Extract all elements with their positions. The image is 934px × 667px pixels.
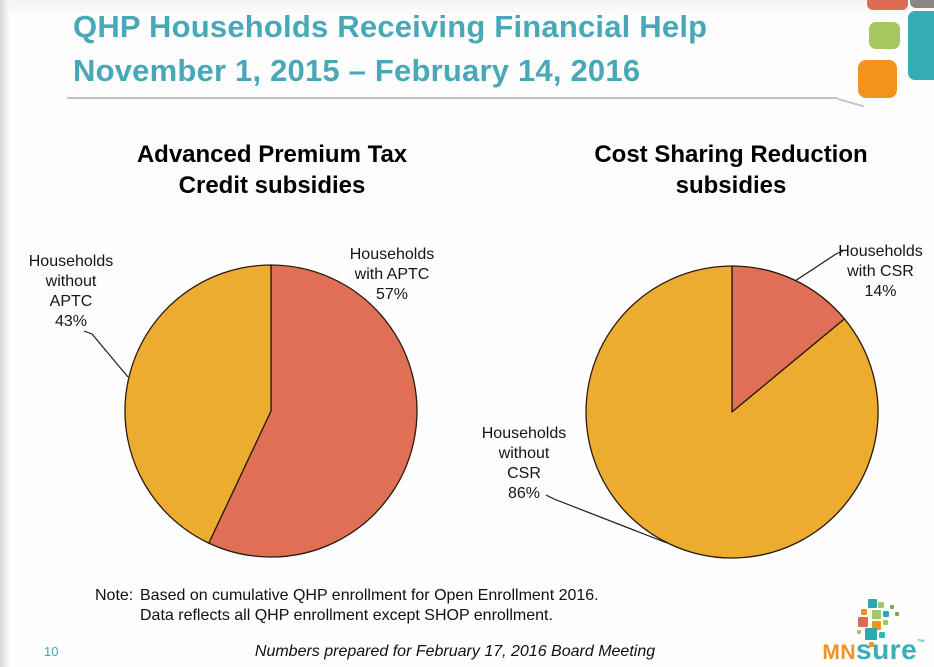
mnsure-logo-square [865,628,877,640]
mnsure-logo-square [861,609,867,615]
callout-leader-line-0 [83,330,129,378]
title-divider [67,97,838,99]
pie-callout-with-csr: Households with CSR 14% [838,243,923,300]
mnsure-logo-square [879,632,885,638]
chart-title-csr: Cost Sharing Reduction subsidies [594,141,868,199]
deco-square-green [869,22,900,49]
mnsure-logo-square [878,602,884,608]
note-block: Note: Based on cumulative QHP enrollment… [95,586,599,626]
pie-callout-with-aptc: Households with APTC 57% [349,246,435,303]
mnsure-logo-square [890,605,894,609]
mnsure-logo-mn: MN [822,641,856,664]
mnsure-logo-square [868,599,877,608]
deco-square-teal [908,11,934,80]
note-line2: Data reflects all QHP enrollment except … [140,607,553,624]
slide-title-line1: QHP Households Receiving Financial Help [73,9,708,44]
mnsure-logo-square [872,610,881,619]
page-number: 10 [44,644,59,659]
slide-title: QHP Households Receiving Financial Help … [73,5,873,93]
deco-square-orange [858,60,897,98]
mnsure-logo: MNsure™ [818,596,930,666]
chart-title-aptc: Advanced Premium Tax Credit subsidies [136,141,408,199]
mnsure-logo-square [895,612,899,616]
callout-leader-line-1 [794,250,844,282]
slide-title-line2: November 1, 2015 – February 14, 2016 [73,53,641,88]
mnsure-logo-square [883,611,889,617]
note-text: Based on cumulative QHP enrollment for O… [140,586,599,626]
deco-square-gray [910,0,934,8]
mnsure-logo-square [857,630,861,634]
mnsure-logo-square [872,621,881,630]
deco-square-red [867,0,908,10]
pie-slice-households-with-csr [731,265,846,413]
slide-left-edge [0,0,10,667]
pie-callout-without-aptc: Households without APTC 43% [28,253,114,330]
pie-slice-households-without-csr [585,265,879,559]
mnsure-logo-sure: sure [856,634,918,665]
callout-leader-line-2 [545,494,668,544]
pie-slice-households-without-aptc [124,264,272,544]
pie-slice-households-with-aptc [208,264,418,558]
mnsure-logo-square [869,642,874,647]
mnsure-logo-mark [818,596,930,647]
footer-text: Numbers prepared for February 17, 2016 B… [254,643,656,660]
note-line1: Based on cumulative QHP enrollment for O… [140,587,599,604]
mnsure-logo-tm: ™ [917,638,926,647]
note-label: Note: [95,587,134,604]
mnsure-logo-text: MNsure™ [818,634,930,666]
pie-callout-without-csr: Households without CSR 86% [481,425,567,502]
mnsure-logo-square [883,620,888,625]
mnsure-logo-square [858,617,868,627]
